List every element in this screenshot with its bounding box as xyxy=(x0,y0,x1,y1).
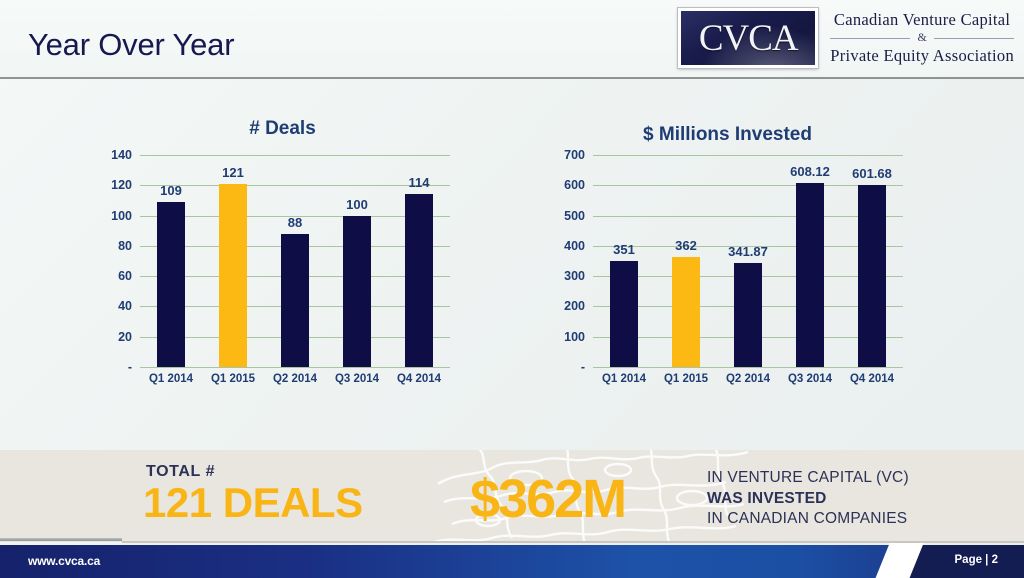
bar xyxy=(610,260,638,367)
summary-banner xyxy=(0,450,1024,542)
y-axis-tick-label: 20 xyxy=(118,329,132,344)
slide-footer: www.cvca.ca Page | 2 xyxy=(0,543,1024,578)
y-axis-tick-label: 40 xyxy=(118,299,132,314)
y-axis-tick-label: 100 xyxy=(111,208,132,223)
invested-caption-line3: IN CANADIAN COMPANIES xyxy=(707,510,908,528)
y-axis-tick-label: 400 xyxy=(564,238,585,253)
y-axis-tick-label: 100 xyxy=(564,329,585,344)
footer-page-panel xyxy=(900,545,1024,578)
x-axis-tick-label: Q1 2015 xyxy=(663,373,709,385)
x-axis-tick-label: Q1 2015 xyxy=(210,373,256,385)
y-axis-tick-label: - xyxy=(580,360,585,374)
bar-value-label: 351 xyxy=(613,241,635,257)
invested-caption-line1: IN VENTURE CAPITAL (VC) xyxy=(707,469,909,486)
bar-value-label: 608.12 xyxy=(790,163,830,179)
bar xyxy=(157,201,185,367)
x-axis-tick-label: Q3 2014 xyxy=(334,373,380,385)
y-axis-tick-label: 300 xyxy=(564,269,585,284)
y-axis-tick-label: 700 xyxy=(564,148,585,162)
canada-map-outline xyxy=(433,450,749,542)
x-axis-tick-label: Q4 2014 xyxy=(396,373,442,385)
cvca-logo: CVCA Canadian Venture Capital & Private … xyxy=(678,7,1014,69)
gridline xyxy=(140,155,450,156)
bar-value-label: 88 xyxy=(287,214,303,230)
total-deals-label: TOTAL # xyxy=(146,463,216,480)
gridline xyxy=(140,367,450,368)
bar-value-label: 362 xyxy=(675,238,697,254)
y-axis-tick-label: 500 xyxy=(564,208,585,223)
page-title: Year Over Year xyxy=(28,27,235,62)
bar xyxy=(672,257,700,367)
gridline xyxy=(140,215,450,217)
gridline xyxy=(140,185,450,187)
chart-millions-plot: - 100 200 300 400 500 600 700 351 362 341.87 608.12… xyxy=(564,148,903,374)
x-axis-tick-label: Q2 2014 xyxy=(725,373,771,385)
bar-value-label: 121 xyxy=(222,164,244,180)
bar xyxy=(219,183,247,367)
gridline xyxy=(593,215,903,217)
bar-value-label: 109 xyxy=(160,182,182,198)
bar-value-label: 341.87 xyxy=(728,244,768,260)
header-divider xyxy=(0,77,1024,79)
chart-deals: # Deals - 20 40 60 80 100 120 140 109 121 88 100 114… xyxy=(100,118,465,393)
chart-millions-title: $ Millions Invested xyxy=(643,124,812,145)
y-axis-tick-label: 60 xyxy=(118,269,132,284)
logo-rule-left xyxy=(830,37,911,39)
cvca-logo-line2: Private Equity Association xyxy=(830,45,1014,65)
footer-page-number: Page | 2 xyxy=(954,554,999,566)
invested-caption-line2: WAS INVESTED xyxy=(707,489,827,507)
bar xyxy=(405,194,433,367)
bar-value-label: 114 xyxy=(408,175,430,191)
cvca-logo-amp-row: & xyxy=(830,30,1014,45)
y-axis-tick-label: 140 xyxy=(111,148,132,162)
cvca-logo-line1: Canadian Venture Capital xyxy=(833,9,1011,29)
bar xyxy=(734,263,762,367)
y-axis-tick-label: 120 xyxy=(111,178,132,193)
slide-header: Year Over Year CVCA Canadian Venture Cap… xyxy=(0,0,1024,79)
x-axis-tick-label: Q1 2014 xyxy=(601,373,647,385)
cvca-logo-lettermark: CVCA xyxy=(698,17,799,59)
gridline xyxy=(593,367,903,368)
cvca-logo-wordmark: Canadian Venture Capital & Private Equit… xyxy=(830,9,1014,65)
footer-website-link[interactable]: www.cvca.ca xyxy=(28,554,101,568)
banner-bottom-edge-right xyxy=(122,541,1024,543)
chart-deals-title: # Deals xyxy=(249,118,316,139)
y-axis-tick-label: - xyxy=(127,360,132,374)
chart-millions-invested: $ Millions Invested - 100 200 300 400 500 600 7… xyxy=(545,124,910,399)
x-axis-tick-label: Q3 2014 xyxy=(787,373,833,385)
x-axis-tick-label: Q4 2014 xyxy=(849,373,895,385)
y-axis-tick-label: 600 xyxy=(564,178,585,193)
chart-deals-plot: - 20 40 60 80 100 120 140 109 121 88 100 114 xyxy=(111,148,450,374)
cvca-logo-ampersand: & xyxy=(917,30,927,45)
y-axis-tick-label: 200 xyxy=(564,299,585,314)
cvca-logo-mark: CVCA xyxy=(678,8,819,68)
bar xyxy=(796,182,824,367)
total-invested-value: $362M xyxy=(470,469,627,529)
gridline xyxy=(593,155,903,156)
bar xyxy=(343,215,371,367)
total-deals-value: 121 DEALS xyxy=(143,479,363,526)
logo-rule-right xyxy=(933,37,1014,39)
gridline xyxy=(593,245,903,247)
y-axis-tick-label: 80 xyxy=(118,238,132,253)
invested-caption: IN VENTURE CAPITAL (VC) WAS INVESTED IN … xyxy=(707,468,909,530)
gridline xyxy=(593,185,903,187)
bar-value-label: 100 xyxy=(346,196,368,212)
x-axis-tick-label: Q2 2014 xyxy=(272,373,318,385)
x-axis-tick-label: Q1 2014 xyxy=(148,373,194,385)
banner-bottom-edge-left xyxy=(0,538,122,541)
bar-value-label: 601.68 xyxy=(852,165,892,181)
bar xyxy=(281,233,309,367)
bar xyxy=(858,184,886,367)
